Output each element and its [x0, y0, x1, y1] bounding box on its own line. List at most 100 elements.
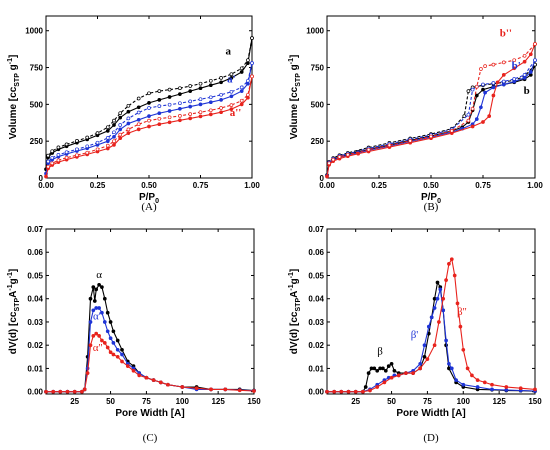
series-a-0-desorption-point [75, 139, 79, 143]
series-d-2-point [455, 301, 460, 306]
series-a-1-adsorption-point [239, 89, 244, 93]
series-c-2-point [194, 386, 199, 391]
series-a-0-desorption-point [219, 76, 223, 80]
y-axis-label-part: g [8, 64, 19, 73]
y-axis-label-sub: STP [14, 73, 21, 87]
y-tick-label: 0.06 [27, 248, 43, 257]
series-annotation: b'' [500, 28, 512, 40]
series-a-1-adsorption-point [229, 94, 234, 99]
x-tick-label: 25 [351, 397, 360, 406]
series-d-2-point [332, 389, 337, 394]
y-tick-label: 0.00 [308, 388, 324, 397]
y-tick-label: 250 [30, 137, 44, 146]
series-a-1-adsorption-point [112, 134, 116, 139]
series-a-0-adsorption-point [136, 105, 141, 110]
series-a-1-desorption-point [167, 102, 172, 107]
series-c-2-point [100, 338, 104, 343]
panel-label: (B) [424, 201, 439, 213]
series-a-2-adsorption-point [147, 124, 151, 129]
series-annotation: α' [93, 311, 101, 323]
series-c-2-point [97, 334, 101, 338]
series-a-2-adsorption-point [112, 143, 116, 147]
series-b-2-adsorption-point [325, 174, 329, 179]
y-axis-label-end: ] [289, 269, 300, 272]
series-annotation: β [377, 345, 383, 357]
series-a-2-desorption-point [136, 122, 141, 127]
y-tick-label: 0.05 [27, 271, 43, 280]
y-tick-label: 0.02 [27, 341, 43, 350]
series-a-1-desorption-point [219, 92, 223, 97]
series-d-0-point [392, 368, 397, 373]
x-tick-label: 75 [142, 397, 151, 406]
series-a-1-desorption-point [64, 150, 69, 155]
series-a-1-desorption-point [95, 140, 100, 145]
series-b-2-adsorption-point [501, 73, 506, 77]
series-d-2-point [482, 380, 487, 385]
series-b-2-desorption-point [466, 118, 471, 123]
series-a-2-desorption-point [118, 132, 123, 137]
series-a-2-desorption-point [229, 103, 234, 107]
x-tick-label: 50 [387, 397, 396, 406]
y-tick-label: 750 [30, 64, 44, 73]
series-c-2-point [72, 389, 77, 394]
series-d-2-point [432, 343, 437, 348]
x-axis-label: Pore Width [A] [396, 408, 465, 419]
series-c-0-point [111, 329, 116, 334]
y-axis-label: dV(d) [ccSTPA-1g-1] [7, 269, 21, 355]
y-axis-label: Volume [ccSTP g-1] [288, 55, 302, 140]
series-b-2-desorption-point [474, 84, 479, 89]
series-a-1-desorption-point [239, 85, 244, 90]
series-c-2-point [158, 380, 163, 385]
series-d-0-point [383, 368, 388, 373]
series-c-0-point [105, 310, 110, 315]
y-axis-label-part: A [8, 291, 19, 298]
y-tick-label: 1000 [25, 27, 43, 36]
series-a-2-desorption-point [95, 147, 100, 152]
x-tick-label: 75 [423, 397, 432, 406]
series-c-2-point [115, 354, 120, 359]
series-b-2-desorption-point [331, 157, 336, 162]
x-tick-label: 1.00 [527, 181, 543, 190]
series-a-0-desorption-point [95, 131, 100, 135]
series-a-2-desorption-point [250, 74, 254, 79]
series-d-2-point [425, 357, 430, 361]
plot-frame [326, 228, 536, 395]
series-c-2-point [102, 341, 107, 345]
series-a-2-desorption-point [75, 153, 79, 158]
y-axis-label: Volume [ccSTP g-1] [7, 55, 21, 140]
series-c-1-point [102, 320, 107, 324]
y-axis-label: dV(d) [ccSTPA-1g-1] [288, 269, 302, 355]
series-c-2-point [91, 334, 96, 338]
x-tick-label: 25 [70, 397, 79, 406]
series-a-1-desorption-point [105, 136, 110, 140]
series-a-0-desorption-point [105, 125, 110, 130]
series-d-2-point [389, 375, 394, 380]
series-a-0-desorption-point [229, 72, 234, 77]
x-tick-label: 0.50 [141, 181, 157, 190]
y-axis-label-sub: STP [295, 73, 302, 87]
series-a-2-desorption-point [64, 155, 69, 160]
series-a-1-desorption-point [46, 159, 50, 164]
series-d-2-point [325, 389, 329, 394]
series-b-2-adsorption-point [491, 93, 496, 98]
series-a-2-desorption-point [105, 143, 110, 148]
x-tick-label: 100 [457, 397, 471, 406]
series-b-2-adsorption-point [495, 80, 500, 85]
chart-panel-c: 25 50 75 100 125 150 0.00 0.01 0.02 0.03 0.04 0.05 0… [7, 225, 261, 444]
y-axis-label-end: ] [8, 269, 19, 272]
y-tick-label: 0.03 [27, 318, 43, 327]
series-b-2-desorption-point [479, 67, 483, 71]
series-a-0-desorption-point [50, 149, 55, 154]
series-a-2-desorption-point [157, 116, 162, 121]
series-a-2-adsorption-point [44, 174, 48, 179]
y-tick-label: 0.04 [308, 295, 324, 304]
series-c-2-point [108, 350, 113, 355]
series-a-1-adsorption-point [126, 121, 131, 126]
series-annotation: a' [227, 73, 236, 85]
x-axis-label-sub: 0 [155, 198, 159, 205]
series-b-2-adsorption-point [481, 120, 485, 124]
series-d-2-point [490, 382, 494, 387]
series-d-0-point [389, 361, 394, 366]
series-c-2-point [131, 368, 136, 373]
series-d-2-point [441, 296, 446, 301]
